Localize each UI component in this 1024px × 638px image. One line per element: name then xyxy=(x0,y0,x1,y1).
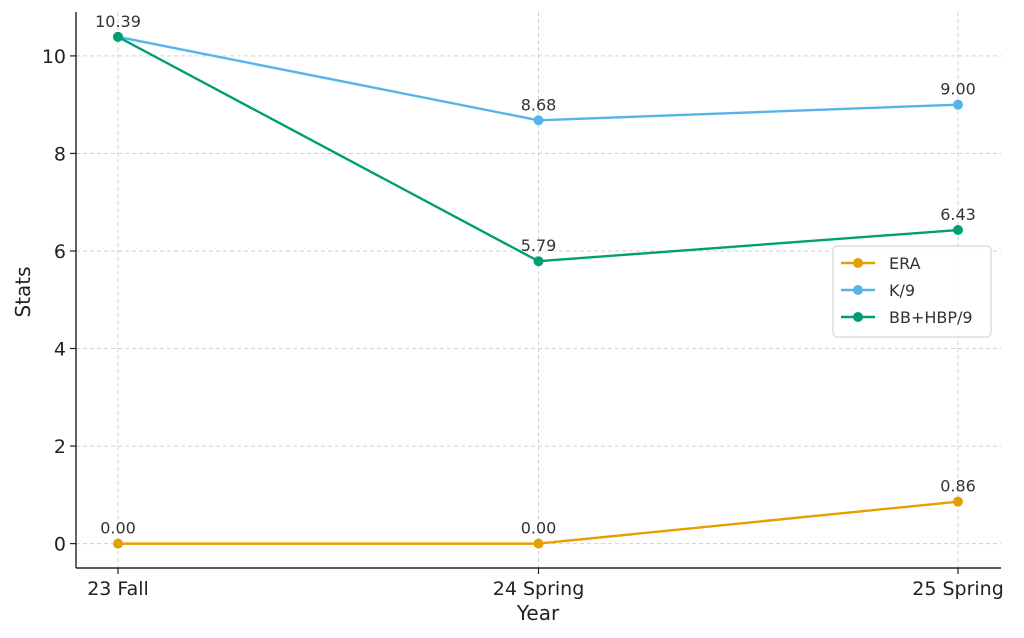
ticks: 0 2 4 6 8 10 23 Fall 24 Spring 25 Spring xyxy=(42,46,1004,600)
y-tick-label: 8 xyxy=(54,143,66,165)
data-labels: 0.00 0.00 0.86 8.68 9.00 10.39 5.79 6.43 xyxy=(95,12,976,538)
legend-marker-era xyxy=(853,258,863,268)
legend-box xyxy=(832,245,992,338)
y-tick-label: 10 xyxy=(42,46,66,68)
data-label-k-9: 9.00 xyxy=(940,80,976,99)
legend: ERA K/9 BB+HBP/9 xyxy=(832,245,992,338)
x-tick-label: 25 Spring xyxy=(912,578,1004,600)
y-tick-label: 6 xyxy=(54,241,66,263)
data-point-bb-hbp-9 xyxy=(953,225,963,236)
x-axis-title: Year xyxy=(516,601,560,625)
y-tick-label: 2 xyxy=(54,436,66,458)
data-label-era: 0.86 xyxy=(940,477,976,496)
data-label-era: 0.00 xyxy=(521,519,557,538)
data-label-bb-hbp-9: 6.43 xyxy=(940,205,976,224)
data-point-era xyxy=(533,538,544,549)
y-axis-title: Stats xyxy=(11,266,35,317)
x-tick-label: 23 Fall xyxy=(87,578,149,600)
data-label-bb-hbp-9: 10.39 xyxy=(95,12,141,31)
data-point-era xyxy=(953,496,963,507)
x-tick-label: 24 Spring xyxy=(493,578,585,600)
legend-label-era: ERA xyxy=(889,254,921,273)
data-label-bb-hbp-9: 5.79 xyxy=(521,236,557,255)
data-label-k-9: 8.68 xyxy=(521,95,557,114)
y-tick-label: 4 xyxy=(54,339,66,361)
data-point-bb-hbp-9 xyxy=(113,31,123,42)
data-label-era: 0.00 xyxy=(100,519,136,538)
legend-label-bb-hbp-9: BB+HBP/9 xyxy=(889,308,973,327)
legend-label-k-9: K/9 xyxy=(889,281,915,300)
series xyxy=(113,31,963,549)
data-point-k-9 xyxy=(533,115,544,126)
data-point-k-9 xyxy=(953,99,963,110)
grid xyxy=(76,12,1001,568)
data-point-bb-hbp-9 xyxy=(533,256,544,267)
legend-marker-k-9 xyxy=(853,285,863,295)
y-tick-label: 0 xyxy=(54,534,66,556)
data-point-era xyxy=(113,538,123,549)
legend-marker-bb-hbp-9 xyxy=(853,312,863,322)
